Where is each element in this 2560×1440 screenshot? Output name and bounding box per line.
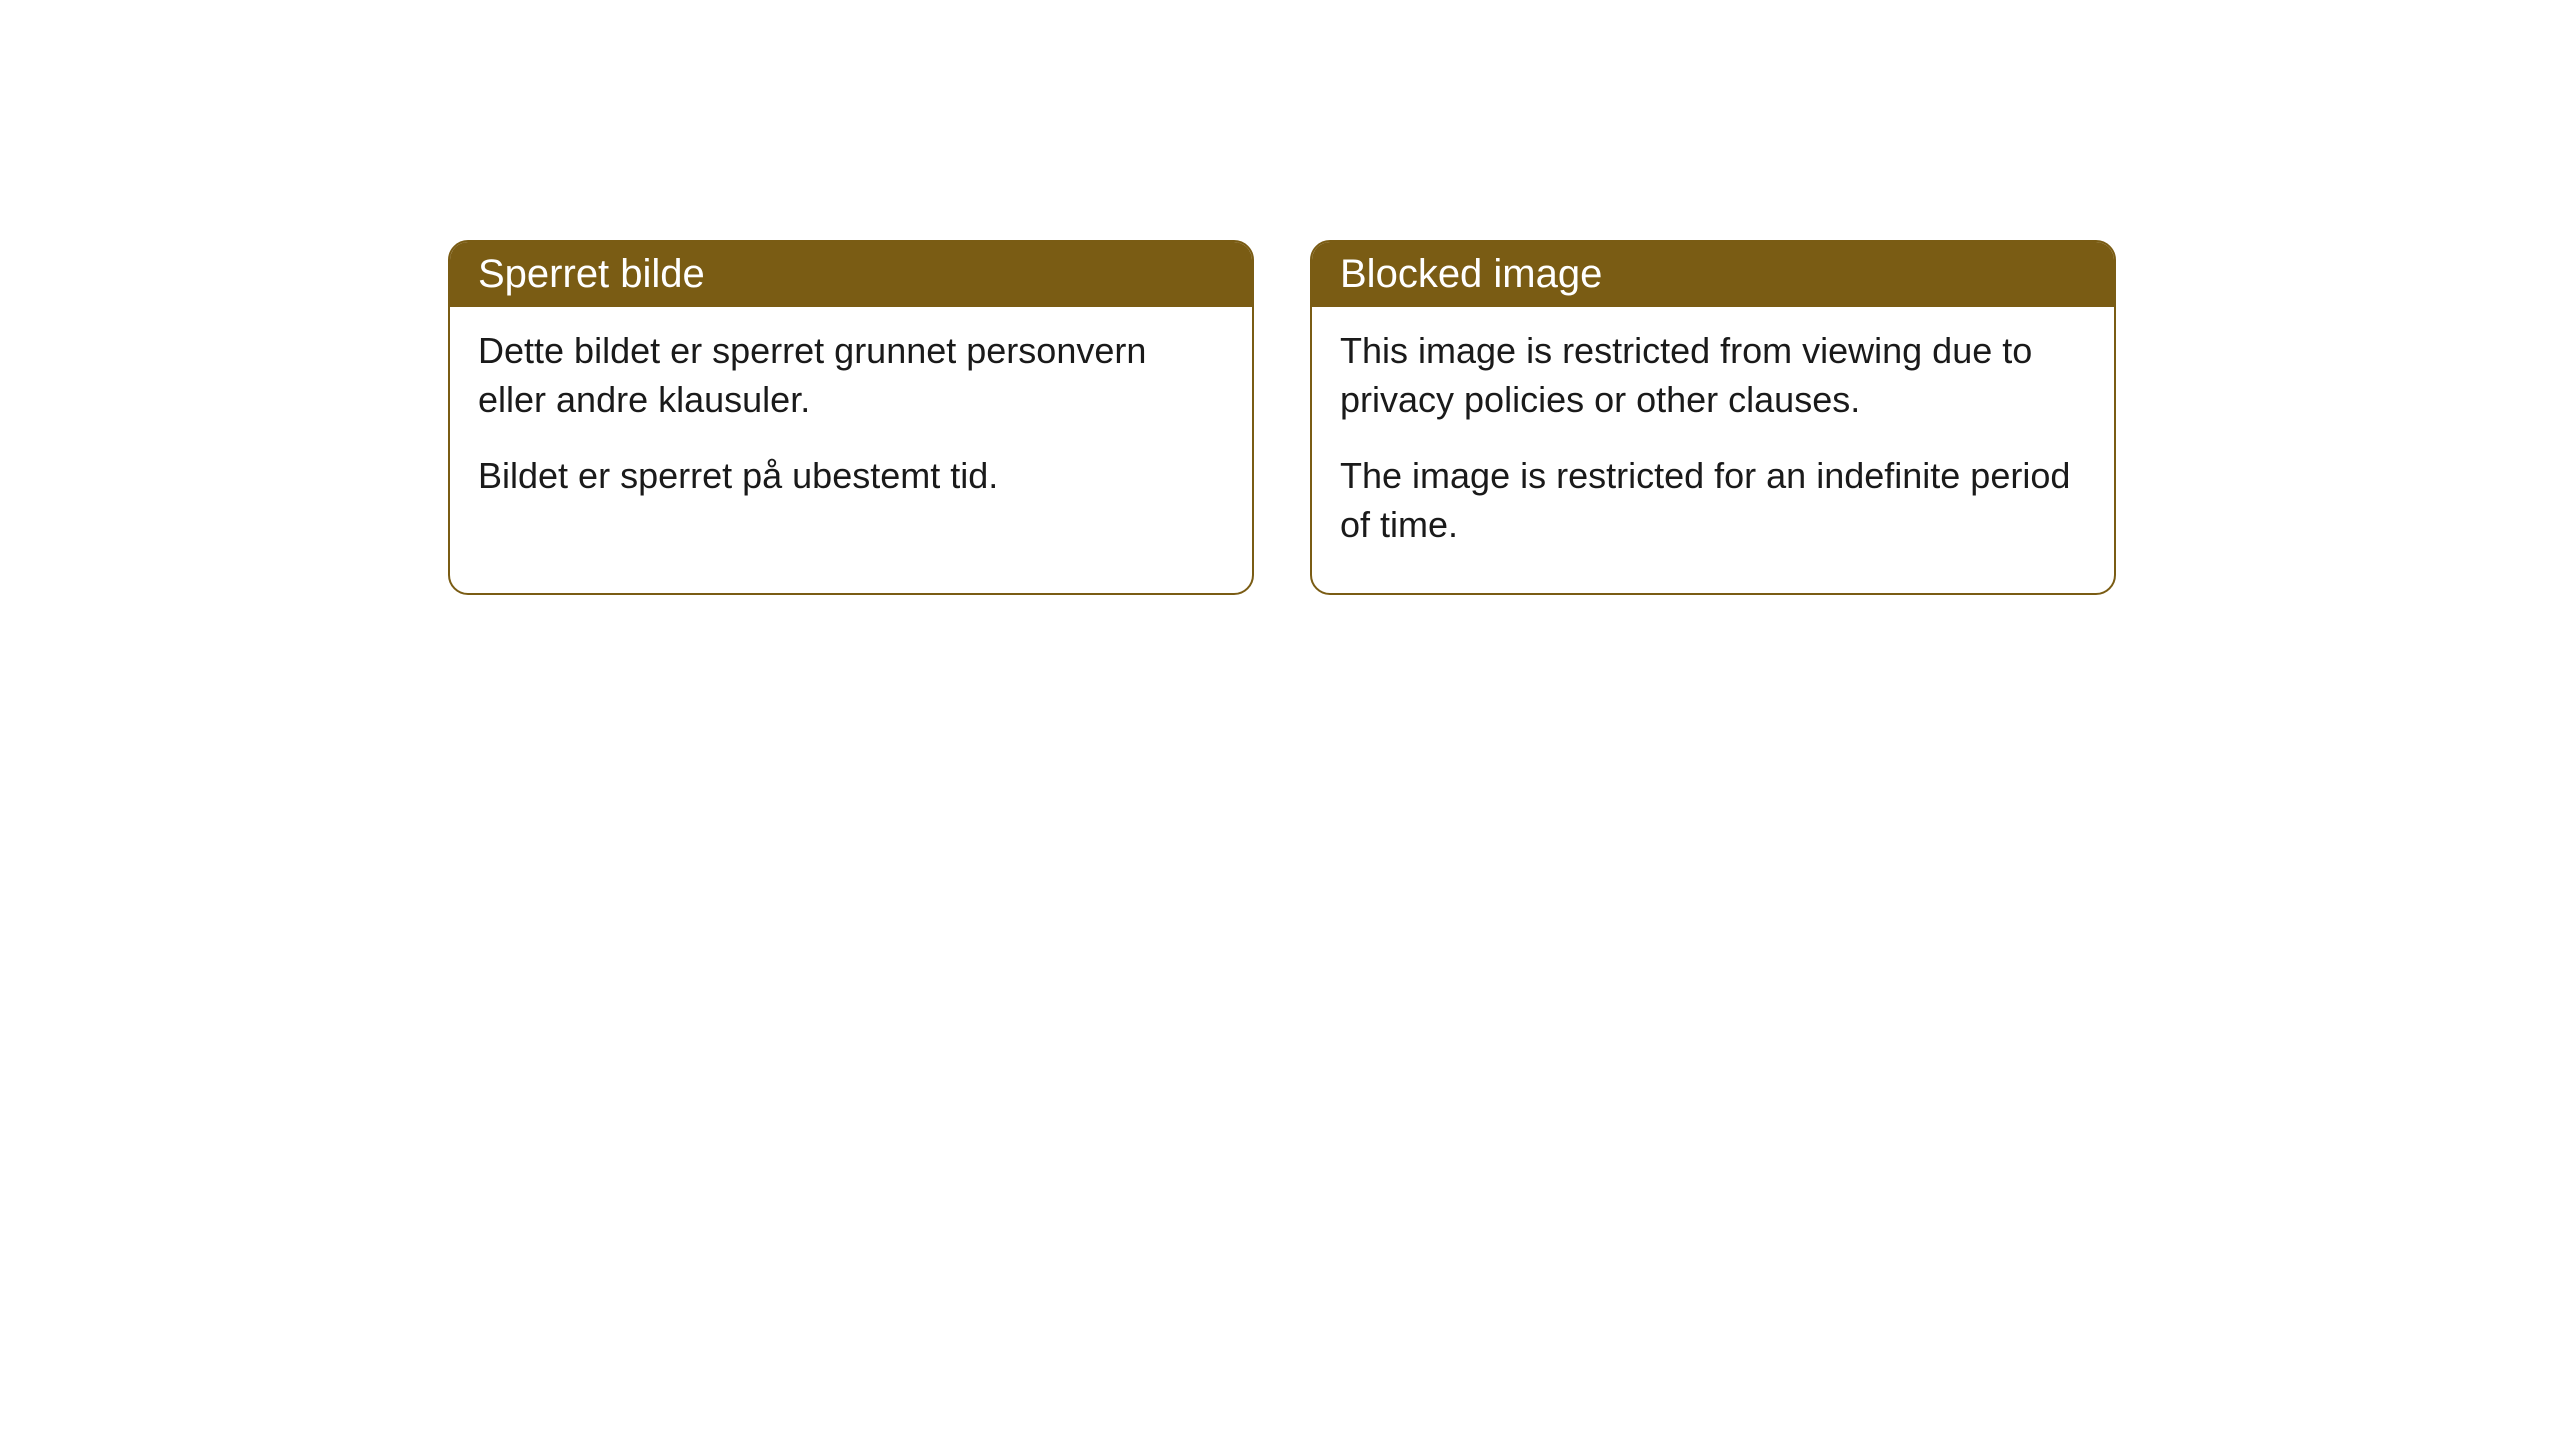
card-paragraph-2: Bildet er sperret på ubestemt tid. <box>478 452 1224 501</box>
blocked-image-card-norwegian: Sperret bilde Dette bildet er sperret gr… <box>448 240 1254 595</box>
card-body-english: This image is restricted from viewing du… <box>1312 307 2114 593</box>
card-header-english: Blocked image <box>1312 242 2114 307</box>
card-body-norwegian: Dette bildet er sperret grunnet personve… <box>450 307 1252 545</box>
card-paragraph-1: Dette bildet er sperret grunnet personve… <box>478 327 1224 424</box>
cards-container: Sperret bilde Dette bildet er sperret gr… <box>448 240 2116 595</box>
card-paragraph-2: The image is restricted for an indefinit… <box>1340 452 2086 549</box>
blocked-image-card-english: Blocked image This image is restricted f… <box>1310 240 2116 595</box>
card-header-norwegian: Sperret bilde <box>450 242 1252 307</box>
card-paragraph-1: This image is restricted from viewing du… <box>1340 327 2086 424</box>
